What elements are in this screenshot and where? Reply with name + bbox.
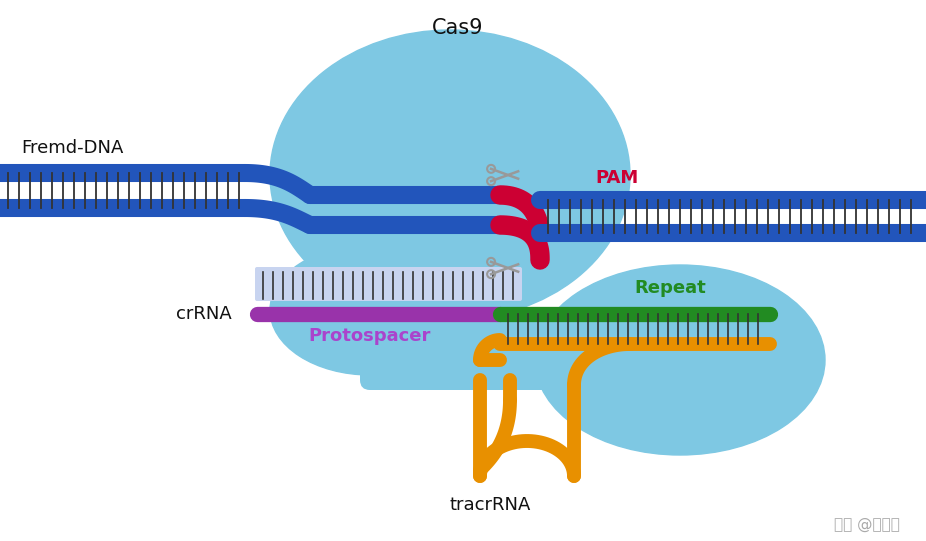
Ellipse shape [535, 265, 825, 455]
FancyBboxPatch shape [360, 310, 690, 390]
Text: crRNA: crRNA [176, 305, 232, 323]
Text: Protospacer: Protospacer [308, 327, 432, 345]
Text: 知乎 @黄潮勇: 知乎 @黄潮勇 [834, 518, 900, 532]
Ellipse shape [270, 30, 630, 320]
Text: PAM: PAM [595, 169, 638, 187]
Ellipse shape [270, 245, 470, 375]
Text: tracrRNA: tracrRNA [449, 496, 531, 514]
Text: Repeat: Repeat [634, 279, 706, 297]
FancyBboxPatch shape [255, 267, 522, 301]
Text: Cas9: Cas9 [432, 18, 483, 38]
Text: Fremd-DNA: Fremd-DNA [20, 139, 123, 157]
